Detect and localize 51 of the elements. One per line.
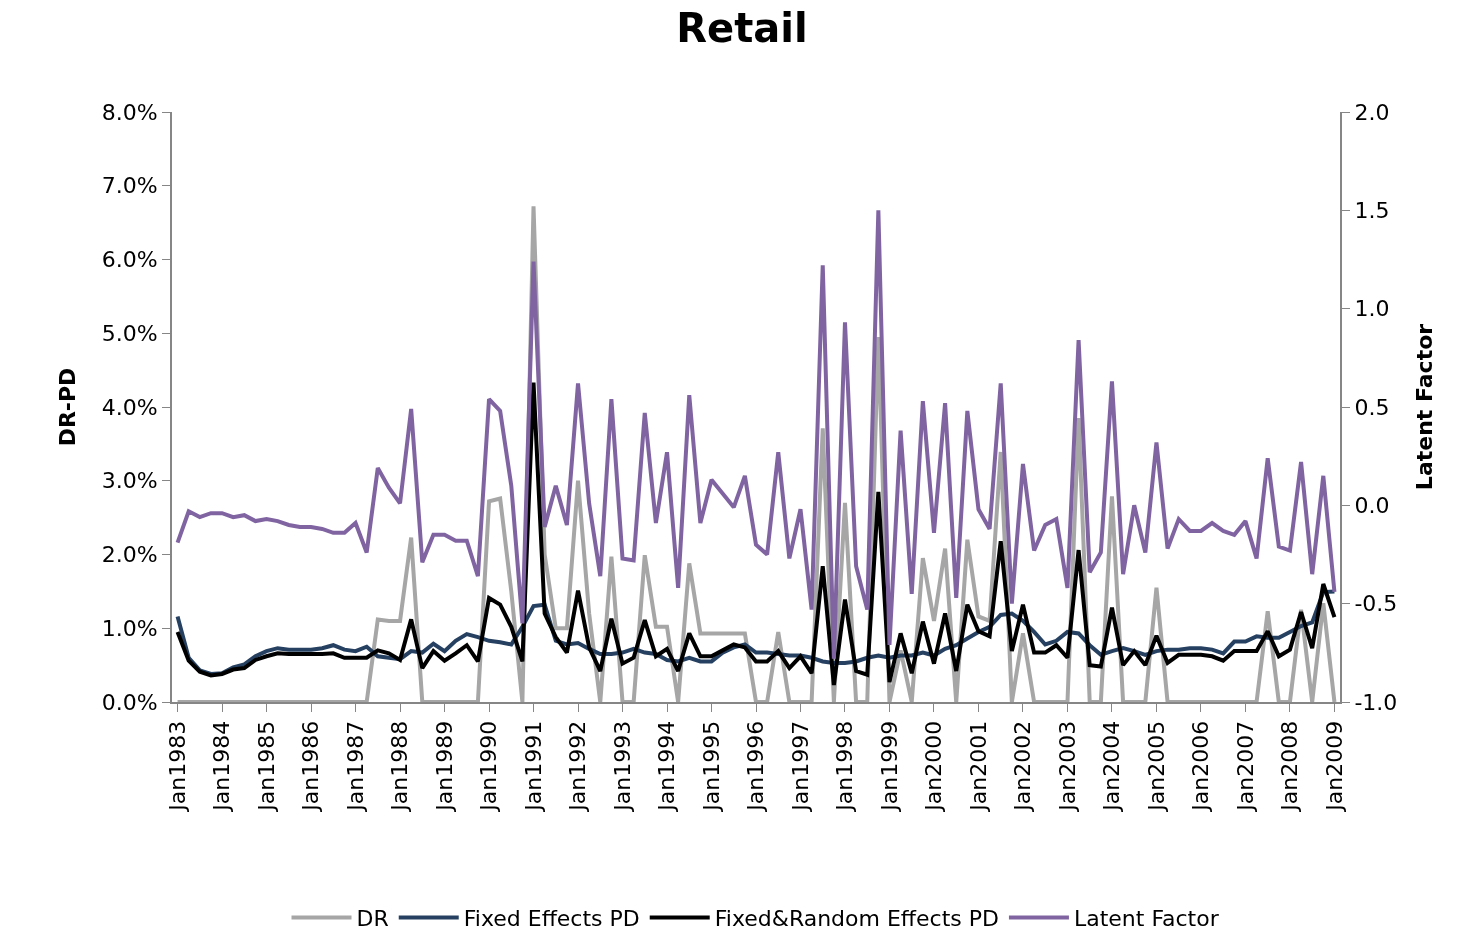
line-series bbox=[175, 380, 1337, 688]
y2-tick-label: -1.0 bbox=[1354, 689, 1398, 715]
legend-label: Fixed&Random Effects PD bbox=[714, 906, 999, 932]
x-tick-label: Jan1986 bbox=[298, 720, 324, 813]
y-tick-label: 1.0% bbox=[101, 615, 158, 641]
x-tick-label: Jan1998 bbox=[832, 720, 858, 813]
x-tick-label: Jan1989 bbox=[431, 720, 457, 813]
legend-label: Fixed Effects PD bbox=[463, 906, 640, 932]
x-tick-label: Jan2007 bbox=[1232, 720, 1258, 813]
x-tick-label: Jan2004 bbox=[1099, 720, 1125, 813]
x-tick-label: Jan1987 bbox=[342, 720, 368, 813]
y-tick-label: 7.0% bbox=[101, 173, 158, 199]
x-tick-label: Jan1983 bbox=[164, 720, 190, 813]
y2-tick-label: -0.5 bbox=[1354, 591, 1398, 617]
y2-tick-label: 0.0 bbox=[1354, 493, 1390, 519]
y-axis-title: DR-PD bbox=[54, 367, 80, 447]
y-tick-label: 5.0% bbox=[101, 320, 158, 346]
x-tick-label: Jan1991 bbox=[520, 720, 546, 813]
y2-tick-label: 2.0 bbox=[1354, 99, 1390, 125]
y2-tick-label: 1.0 bbox=[1354, 296, 1390, 322]
x-tick-label: Jan1984 bbox=[209, 720, 235, 813]
legend-label: DR bbox=[356, 906, 389, 932]
x-tick-label: Jan1985 bbox=[253, 720, 279, 813]
x-tick-label: Jan1994 bbox=[654, 720, 680, 813]
x-tick-label: Jan2001 bbox=[965, 720, 991, 813]
x-tick-label: Jan1996 bbox=[743, 720, 769, 813]
x-tick-label: Jan1993 bbox=[609, 720, 635, 813]
x-tick-label: Jan1997 bbox=[787, 720, 813, 813]
x-tick-label: Jan1990 bbox=[476, 720, 502, 813]
x-tick-label: Jan2003 bbox=[1054, 720, 1080, 813]
y2-tick-label: 1.5 bbox=[1354, 198, 1390, 224]
x-tick-label: Jan2008 bbox=[1277, 720, 1303, 813]
y2-tick-label: 0.5 bbox=[1354, 394, 1390, 420]
x-tick-label: Jan2002 bbox=[1010, 720, 1036, 813]
y-tick-label: 4.0% bbox=[101, 394, 158, 420]
x-tick-label: Jan2009 bbox=[1321, 720, 1347, 813]
x-tick-label: Jan2006 bbox=[1188, 720, 1214, 813]
x-tick-label: Jan1999 bbox=[876, 720, 902, 813]
y-tick-label: 3.0% bbox=[101, 468, 158, 494]
y-tick-label: 8.0% bbox=[101, 99, 158, 125]
y-tick-label: 6.0% bbox=[101, 247, 158, 273]
x-tick-label: Jan2000 bbox=[921, 720, 947, 813]
x-tick-label: Jan1992 bbox=[565, 720, 591, 813]
y-tick-label: 0.0% bbox=[101, 689, 158, 715]
chart-title: Retail bbox=[676, 5, 808, 52]
y2-axis-title: Latent Factor bbox=[1411, 323, 1437, 491]
legend-label: Latent Factor bbox=[1073, 906, 1220, 932]
y-tick-label: 2.0% bbox=[101, 542, 158, 568]
x-tick-label: Jan1988 bbox=[387, 720, 413, 813]
x-tick-label: Jan1995 bbox=[698, 720, 724, 813]
x-tick-label: Jan2005 bbox=[1143, 720, 1169, 813]
